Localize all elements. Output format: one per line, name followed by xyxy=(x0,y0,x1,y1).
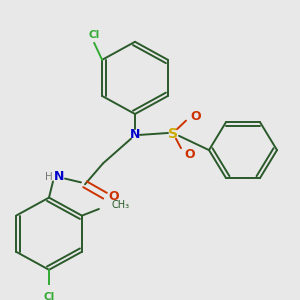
Text: O: O xyxy=(185,148,195,161)
Text: CH₃: CH₃ xyxy=(112,200,130,210)
Text: Cl: Cl xyxy=(88,30,100,40)
Text: N: N xyxy=(130,128,140,141)
Text: H: H xyxy=(45,172,53,182)
Text: Cl: Cl xyxy=(44,292,55,300)
Text: N: N xyxy=(54,170,64,183)
Text: O: O xyxy=(191,110,201,123)
Text: O: O xyxy=(109,190,119,203)
Text: S: S xyxy=(168,127,178,141)
